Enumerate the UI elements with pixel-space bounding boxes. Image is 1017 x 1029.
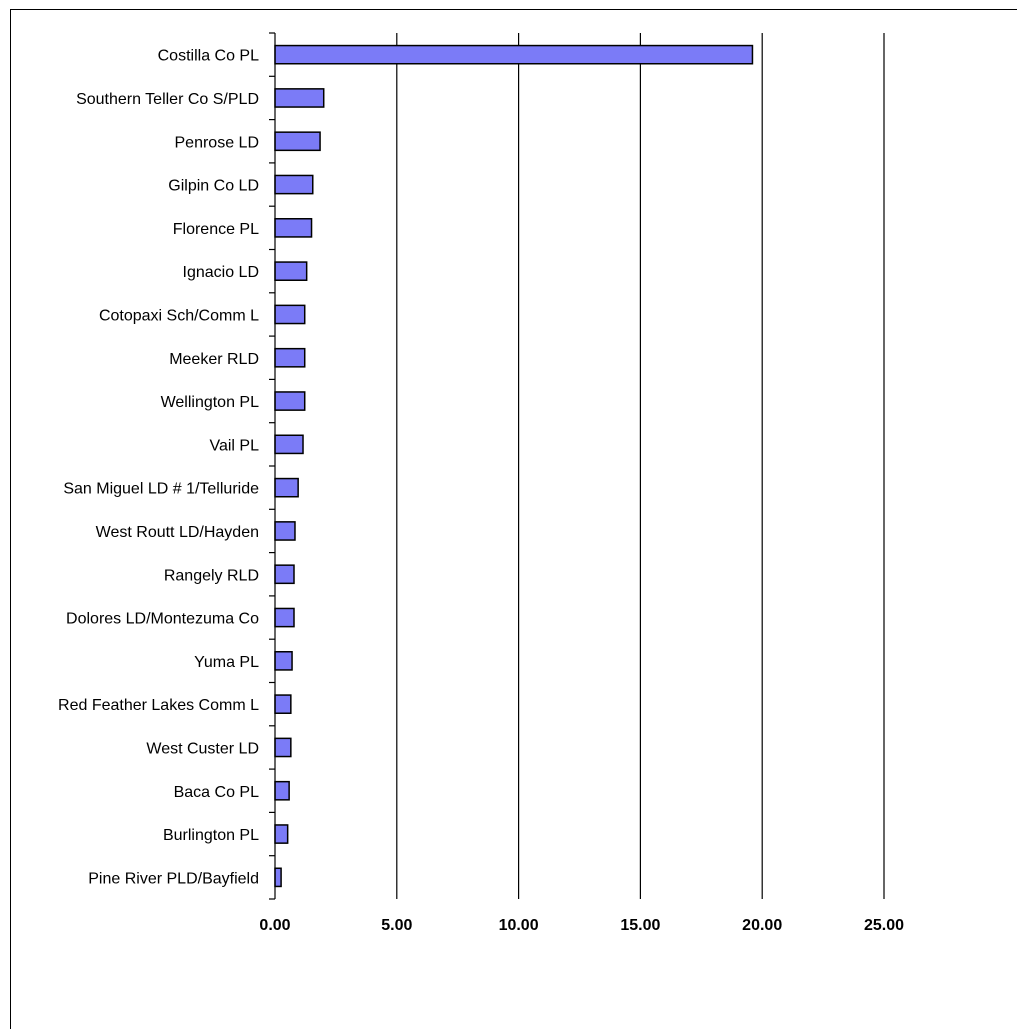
bar: [274, 564, 295, 585]
bar: [274, 780, 290, 801]
bar: [274, 521, 296, 541]
bar: [274, 694, 292, 714]
category-label: Yuma PL: [194, 654, 259, 671]
chart-frame: [10, 9, 1017, 1029]
bar: [274, 218, 313, 238]
bar: [274, 651, 293, 671]
gridlines: [396, 33, 885, 899]
category-label: Red Feather Lakes Comm L: [58, 697, 259, 714]
category-labels: Costilla Co PL Southern Teller Co S/PLD Pe…: [58, 48, 259, 888]
bar: [274, 304, 306, 325]
category-label: Ignacio LD: [183, 264, 260, 281]
tick-labels: 0.00 5.00 10.00 15.00 20.00 25.00: [259, 917, 904, 934]
category-label: Cotopaxi Sch/Comm L: [99, 307, 259, 324]
category-label: West Routt LD/Hayden: [96, 524, 259, 541]
category-label: Penrose LD: [175, 134, 260, 151]
x-tick-label: 0.00: [259, 917, 290, 934]
category-label: Costilla Co PL: [158, 48, 259, 65]
bar: [274, 737, 292, 758]
category-label: Pine River PLD/Bayfield: [88, 870, 259, 887]
bar: [274, 391, 306, 411]
bar: [274, 607, 295, 628]
bar: [274, 44, 754, 65]
bar: [274, 347, 306, 368]
category-label: Rangely RLD: [164, 567, 259, 584]
category-label: Baca Co PL: [174, 784, 259, 801]
axes: [269, 32, 276, 900]
bar: [274, 174, 314, 195]
bar: [274, 867, 282, 888]
bar: [274, 434, 304, 455]
x-tick-label: 25.00: [864, 917, 904, 934]
category-label: West Custer LD: [146, 740, 259, 757]
bar: [274, 88, 325, 108]
category-label: Wellington PL: [161, 394, 260, 411]
bar: [274, 261, 308, 281]
bar: [274, 131, 321, 152]
bar: [274, 824, 289, 844]
category-label: Meeker RLD: [169, 351, 259, 368]
bars: [274, 44, 754, 888]
category-label: Florence PL: [173, 221, 259, 238]
category-label: Vail PL: [209, 437, 259, 454]
x-tick-label: 15.00: [620, 917, 660, 934]
category-label: Southern Teller Co S/PLD: [76, 91, 259, 108]
x-tick-label: 20.00: [742, 917, 782, 934]
category-label: Burlington PL: [163, 827, 259, 844]
x-tick-label: 5.00: [381, 917, 412, 934]
category-label: Dolores LD/Montezuma Co: [66, 611, 259, 628]
bar: [274, 477, 299, 498]
x-tick-label: 10.00: [499, 917, 539, 934]
category-label: San Miguel LD # 1/Telluride: [63, 481, 259, 498]
category-label: Gilpin Co LD: [168, 178, 259, 195]
